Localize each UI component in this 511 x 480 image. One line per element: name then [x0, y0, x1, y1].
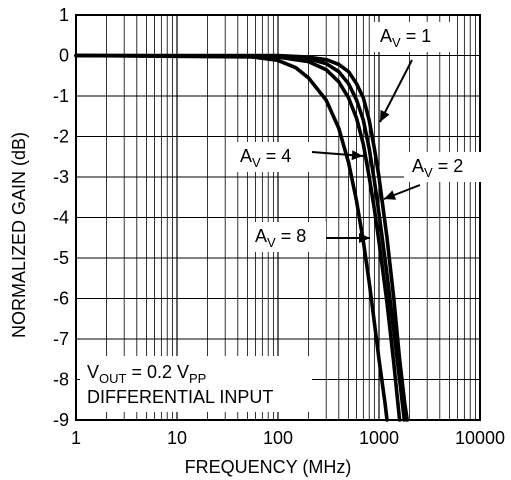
- series-labels: AV = 1 AV = 2 AV = 4 AV = 8: [232, 22, 484, 252]
- annotation-line-2: DIFFERENTIAL INPUT: [87, 387, 273, 407]
- y-axis-title: NORMALIZED GAIN (dB): [9, 132, 29, 338]
- series-label-background: [404, 152, 484, 182]
- series-label-arrowhead: [359, 233, 370, 243]
- series-label-text: AV = 1: [380, 26, 431, 50]
- y-tick-label: -1: [53, 86, 69, 106]
- y-tick-label: -5: [53, 248, 69, 268]
- series-line-1: [74, 53, 409, 422]
- series-label-arrowhead: [380, 109, 390, 122]
- x-tick-label: 100: [263, 428, 293, 448]
- series-label-arrowhead: [351, 150, 363, 161]
- series-line-4: [74, 53, 389, 422]
- series-label-background: [248, 222, 326, 252]
- x-tick-label: 10: [167, 428, 187, 448]
- series-label-arrow: [379, 59, 413, 123]
- condition-annotation: VOUT = 0.2 VPP DIFFERENTIAL INPUT: [80, 356, 312, 412]
- series-line-3: [74, 53, 402, 422]
- series-curves: [74, 53, 409, 422]
- y-tick-label: -9: [53, 410, 69, 430]
- y-tick-label: -6: [53, 289, 69, 309]
- y-tick-label: 0: [59, 46, 69, 66]
- x-tick-label: 1000: [359, 428, 399, 448]
- series-label-background: [232, 142, 310, 172]
- annotation-line-1: VOUT = 0.2 VPP: [87, 362, 206, 386]
- y-tick-label: -7: [53, 329, 69, 349]
- y-tick-label: -8: [53, 370, 69, 390]
- x-axis-title: FREQUENCY (MHz): [185, 457, 352, 477]
- annotation-background: [80, 356, 312, 412]
- series-label-text: AV = 8: [255, 226, 306, 250]
- series-label-background: [372, 22, 452, 52]
- series-label-text: AV = 4: [240, 146, 291, 170]
- y-tick-label: -2: [53, 127, 69, 147]
- y-tick-label: -4: [53, 208, 69, 228]
- plot-frame: [75, 14, 481, 421]
- series-label-text: AV = 2: [412, 156, 463, 180]
- x-tick-label: 1: [71, 428, 81, 448]
- series-line-2: [74, 53, 407, 422]
- x-tick-label: 10000: [455, 428, 505, 448]
- series-label-arrowhead: [384, 190, 397, 200]
- y-tick-label: -3: [53, 167, 69, 187]
- y-tick-label: 1: [59, 5, 69, 25]
